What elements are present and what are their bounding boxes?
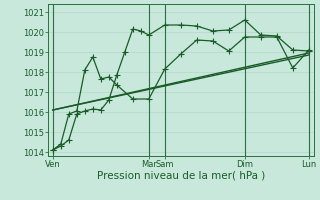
X-axis label: Pression niveau de la mer( hPa ): Pression niveau de la mer( hPa ) <box>97 171 265 181</box>
